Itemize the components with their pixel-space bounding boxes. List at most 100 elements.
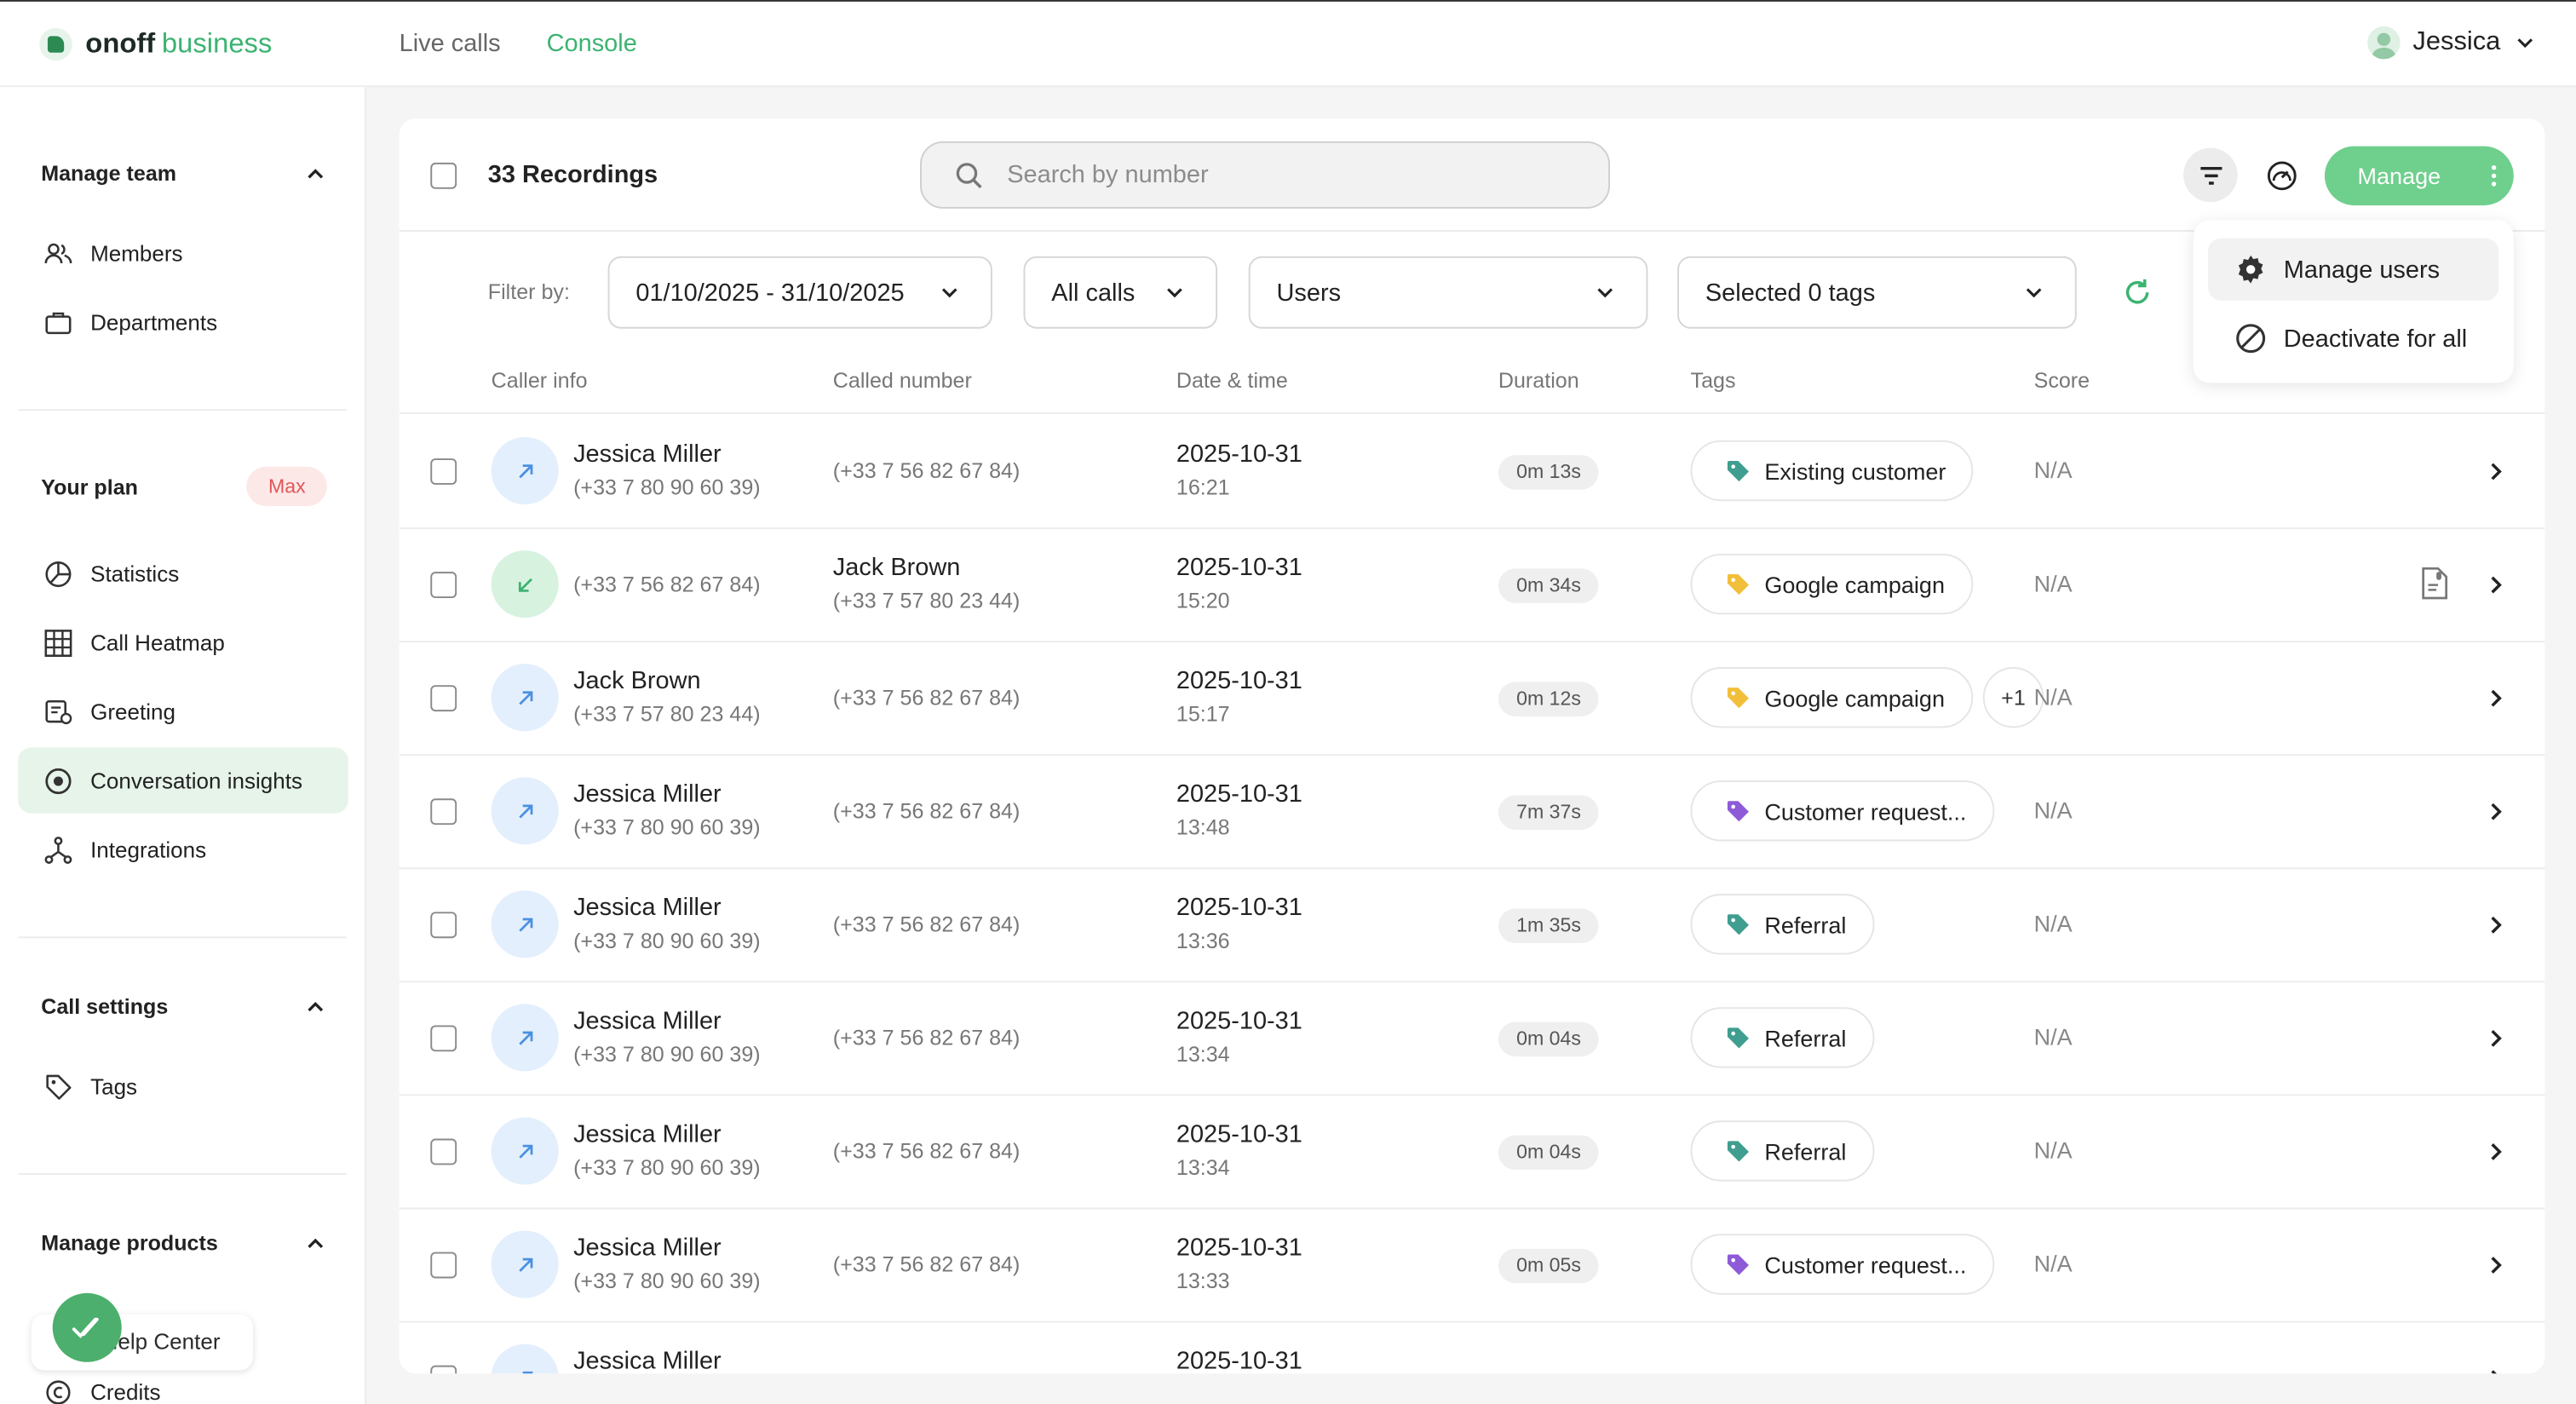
avatar [2366,26,2400,60]
table-row[interactable]: (+33 7 56 82 67 84) Jack Brown (+33 7 57 8… [399,529,2545,643]
sidebar-item-integrations[interactable]: Integrations [18,817,348,883]
caller-name: Jessica Miller [573,1007,722,1036]
chevron-right-icon[interactable] [2484,1367,2507,1374]
tag-chip[interactable]: Google campaign [1690,667,1973,728]
tags-dropdown[interactable]: Selected 0 tags [1677,256,2077,329]
row-checkbox[interactable] [430,798,457,826]
row-checkbox[interactable] [430,912,457,939]
outgoing-arrow-icon [518,1257,532,1271]
col-duration[interactable]: Duration [1498,368,1579,393]
col-tags[interactable]: Tags [1690,368,1736,393]
menu-item-deactivate-all[interactable]: Deactivate for all [2208,308,2498,370]
insights-icon [45,767,72,794]
gear-icon [2238,255,2263,284]
table-row[interactable]: Jessica Miller (+33 7 80 90 60 39) (+33 7 … [399,982,2545,1096]
sidebar-item-greeting[interactable]: Greeting [18,679,348,745]
users-dropdown[interactable]: Users [1248,256,1648,329]
table-row[interactable]: Jessica Miller (+33 7 80 90 60 39) (+33 7 … [399,416,2545,530]
chevron-right-icon[interactable] [2484,573,2507,596]
called-number: (+33 7 56 82 67 84) [832,1025,1021,1050]
tag-chip[interactable]: Referral [1690,1007,1875,1068]
nav-console[interactable]: Console [546,29,637,58]
call-time: 13:48 [1176,814,1230,840]
caller-name: Jessica Miller [573,894,722,922]
caller-number: (+33 7 56 82 67 84) [573,572,761,597]
user-menu[interactable]: Jessica [2366,26,2536,60]
col-caller-info[interactable]: Caller info [491,368,588,393]
table-row[interactable]: Jessica Miller (+33 7 80 90 60 39) (+33 7 … [399,869,2545,983]
table-row[interactable]: Jessica Miller (+33 7 80 90 60 39) (+33 7 … [399,1209,2545,1323]
ban-icon [2236,324,2266,354]
nav-live-calls[interactable]: Live calls [399,29,501,58]
chevron-right-icon[interactable] [2484,1254,2507,1277]
chevron-down-icon [1167,288,1182,298]
chevron-right-icon[interactable] [2484,913,2507,936]
tag-chip[interactable]: Referral [1690,1120,1875,1182]
caller-name: Jessica Miller [573,1234,722,1263]
caller-number: (+33 7 80 90 60 39) [573,1268,761,1293]
outgoing-arrow-icon [518,1143,532,1158]
col-score[interactable]: Score [2033,368,2090,393]
transcript-icon[interactable] [2418,565,2452,601]
table-row[interactable]: Jessica Miller (+33 7 80 90 60 39) (+33 7 … [399,756,2545,870]
divider [18,409,347,411]
row-checkbox[interactable] [430,572,457,599]
sidebar-item-members[interactable]: Members [18,220,348,285]
section-manage-products[interactable]: Manage products [41,1231,327,1255]
chevron-right-icon[interactable] [2484,687,2507,710]
sidebar-item-label: Departments [90,309,218,335]
table-row[interactable]: Jessica Miller 2025-10-31 [400,1323,2545,1374]
date-range-dropdown[interactable]: 01/10/2025 - 31/10/2025 [607,256,992,329]
score-value: N/A [2033,683,2073,711]
section-call-settings[interactable]: Call settings [41,994,327,1019]
called-number: (+33 7 56 82 67 84) [832,1252,1021,1277]
select-all-checkbox[interactable] [430,162,457,189]
chevron-right-icon[interactable] [2484,1140,2507,1163]
search-input[interactable] [1007,161,1550,189]
sidebar-item-tags[interactable]: Tags [18,1053,348,1119]
score-value: N/A [2033,1023,2073,1050]
call-direction-avatar [491,664,559,732]
col-called-number[interactable]: Called number [832,368,972,393]
row-checkbox[interactable] [430,1025,457,1052]
row-checkbox[interactable] [430,1138,457,1165]
help-fab[interactable] [52,1292,122,1362]
more-tags-badge[interactable]: +1 [1982,667,2044,728]
section-manage-team[interactable]: Manage team [41,161,327,186]
row-checkbox[interactable] [430,1365,457,1374]
chevron-right-icon[interactable] [2484,1027,2507,1050]
row-checkbox[interactable] [430,685,457,712]
chevron-down-icon [2026,288,2042,298]
tag-chip[interactable]: Referral [1690,894,1875,955]
row-checkbox[interactable] [430,1252,457,1279]
chevron-right-icon[interactable] [2484,800,2507,823]
menu-item-manage-users[interactable]: Manage users [2208,238,2499,301]
sidebar-item-statistics[interactable]: Statistics [18,541,348,607]
sidebar-item-credits[interactable]: Credits [18,1359,348,1404]
speedometer-button[interactable] [2254,148,2309,203]
call-type-dropdown[interactable]: All calls [1023,256,1218,329]
call-direction-avatar [491,1230,559,1298]
table-row[interactable]: Jack Brown (+33 7 57 80 23 44) (+33 7 56 8… [399,642,2545,757]
row-checkbox[interactable] [430,458,457,485]
onoff-logo[interactable]: onoff business [39,27,272,61]
caller-number: (+33 7 80 90 60 39) [573,475,761,500]
sidebar-item-label: Greeting [90,699,175,724]
sidebar-item-conversation-insights[interactable]: Conversation insights [18,747,348,814]
caller-number: (+33 7 80 90 60 39) [573,1041,761,1067]
search-box[interactable] [920,141,1611,209]
chevron-right-icon[interactable] [2484,460,2507,483]
tag-chip[interactable]: Customer request... [1690,780,1995,842]
table-row[interactable]: Jessica Miller (+33 7 80 90 60 39) (+33 7 … [399,1096,2545,1210]
manage-button[interactable]: Manage [2324,146,2514,206]
tag-chip[interactable]: Customer request... [1690,1234,1995,1295]
col-date-time[interactable]: Date & time [1176,368,1288,393]
sidebar-item-call-heatmap[interactable]: Call Heatmap [18,610,348,676]
called-number: (+33 7 56 82 67 84) [832,458,1021,484]
sidebar-item-departments[interactable]: Departments [18,289,348,354]
tag-chip[interactable]: Google campaign [1690,553,1973,615]
refresh-icon[interactable] [2121,276,2154,309]
filter-button[interactable] [2183,147,2238,203]
outgoing-arrow-icon [518,690,532,705]
tag-chip[interactable]: Existing customer [1690,440,1975,502]
